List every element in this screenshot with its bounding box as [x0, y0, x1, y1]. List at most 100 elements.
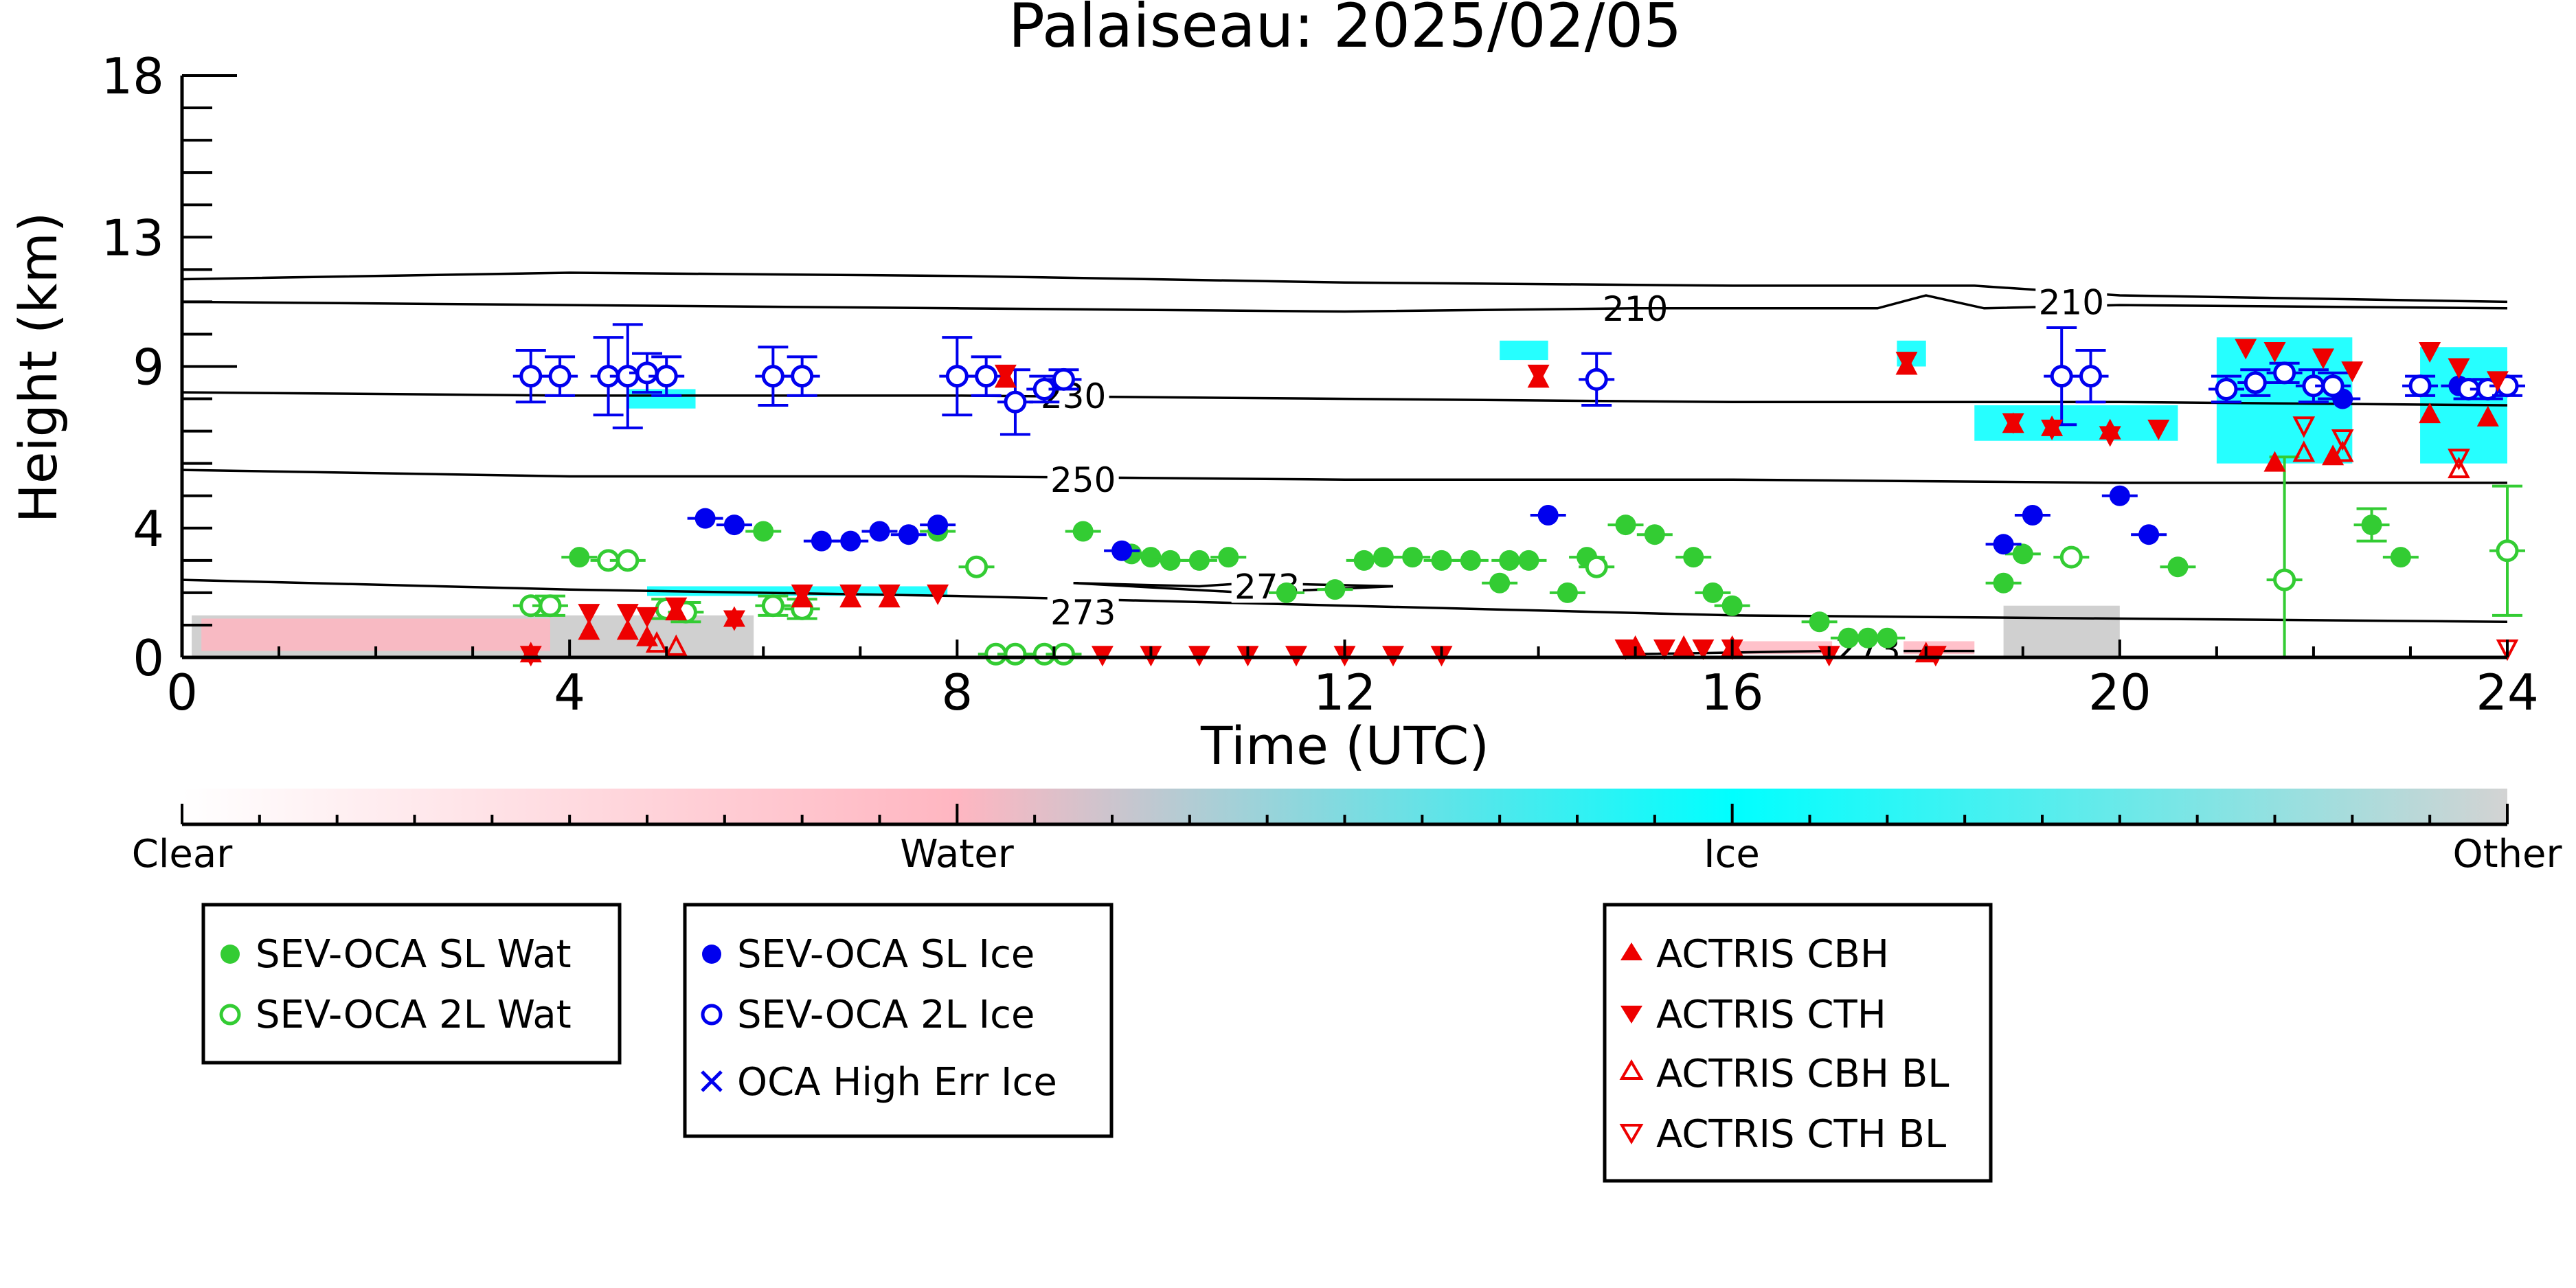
- legend-marker-2l-ice: [701, 1004, 723, 1026]
- data-point: [2361, 515, 2382, 536]
- legend-label-cbh: ACTRIS CBH: [1656, 932, 1889, 977]
- data-point: [636, 607, 658, 628]
- data-point: [753, 521, 774, 542]
- contour-label-bg: [1047, 460, 1119, 497]
- chart-title: Palaiseau: 2025/02/05: [1008, 0, 1682, 61]
- x-tick-label: 24: [2476, 664, 2539, 721]
- data-point: [1527, 364, 1550, 385]
- legend-marker-cth-bl: [1619, 1124, 1644, 1144]
- data-point: [635, 361, 659, 385]
- y-tick-label: 4: [133, 500, 164, 558]
- legend-label-cth: ACTRIS CTH: [1656, 993, 1886, 1037]
- legend-marker-cbh-bl: [1619, 1059, 1644, 1080]
- data-point: [2147, 419, 2170, 440]
- contour-line-210: [182, 294, 2507, 313]
- data-point: [1004, 642, 1027, 666]
- data-point: [1692, 639, 1715, 660]
- data-point: [1140, 547, 1162, 568]
- data-point: [1372, 547, 1394, 568]
- data-point: [1218, 547, 1239, 568]
- data-point: [975, 365, 998, 388]
- data-point: [898, 524, 919, 545]
- data-point: [1160, 550, 1181, 571]
- data-point: [945, 365, 969, 388]
- data-point: [539, 594, 562, 618]
- colorbar-label-ice: Ice: [1704, 832, 1760, 877]
- data-point: [1518, 550, 1539, 571]
- contour-line-273: [182, 578, 2507, 623]
- data-point: [869, 521, 890, 542]
- region-ice: [2216, 337, 2353, 464]
- data-point: [1721, 595, 1743, 616]
- data-point: [2215, 377, 2238, 400]
- data-point: [927, 584, 949, 605]
- legend-label-sl-wat: SEV-OCA SL Wat: [256, 932, 572, 977]
- x-tick-label: 16: [1701, 664, 1764, 721]
- series-sev-oca-2l-wat: [512, 455, 2525, 666]
- data-point: [1838, 627, 1859, 648]
- data-point: [1276, 582, 1297, 603]
- data-point: [2235, 339, 2257, 360]
- contour-label-210: 210: [2039, 282, 2104, 322]
- data-point: [2448, 456, 2470, 479]
- data-point: [2167, 556, 2189, 578]
- data-point: [2448, 358, 2470, 379]
- data-point: [2390, 547, 2411, 568]
- colorbar-label-clear: Clear: [132, 832, 233, 877]
- data-point: [519, 365, 543, 388]
- error-bar: [2269, 455, 2300, 659]
- contour-label-bg: [1047, 593, 1119, 629]
- data-point: [1499, 550, 1520, 571]
- data-point: [694, 508, 716, 529]
- legend-box-water: SEV-OCA SL Wat SEV-OCA 2L Wat: [201, 903, 622, 1065]
- data-point: [2419, 403, 2441, 424]
- data-point: [2079, 365, 2103, 388]
- region-water: [201, 618, 550, 651]
- legend-marker-cth: [1620, 1006, 1642, 1024]
- data-point: [2263, 341, 2286, 363]
- data-point: [1111, 540, 1133, 561]
- contour-line-250: [182, 468, 2507, 484]
- legend-marker-sl-wat: [221, 945, 240, 964]
- data-point: [1537, 504, 1559, 526]
- data-point: [1673, 635, 1695, 656]
- data-point: [927, 515, 949, 536]
- data-point: [2486, 371, 2509, 392]
- data-point: [616, 604, 639, 625]
- data-point: [665, 597, 688, 618]
- data-point: [840, 530, 861, 552]
- data-point: [1557, 582, 1578, 603]
- data-point: [1683, 547, 1704, 568]
- data-point: [616, 549, 640, 572]
- y-ticks: 0 4 9 13 18: [101, 47, 237, 687]
- data-point: [578, 619, 600, 640]
- data-point: [1702, 582, 1724, 603]
- data-point: [1460, 550, 1481, 571]
- colorbar-label-other: Other: [2452, 832, 2562, 877]
- data-point: [1324, 579, 1346, 600]
- contour-line-210: [182, 271, 2507, 304]
- legend-box-ice: SEV-OCA SL Ice SEV-OCA 2L Ice OCA High E…: [683, 903, 1114, 1138]
- marker-layer: [512, 323, 2525, 667]
- colorbar-ticks: [181, 804, 2509, 824]
- data-point: [761, 594, 784, 618]
- data-point: [791, 584, 813, 605]
- legend-marker-2l-wat: [219, 1004, 241, 1026]
- x-axis-label: Time (UTC): [1200, 715, 1489, 776]
- x-tick-label: 20: [2088, 664, 2151, 721]
- data-point: [655, 365, 678, 388]
- data-point: [1993, 534, 2014, 555]
- data-point: [569, 547, 590, 568]
- data-point: [2022, 504, 2043, 526]
- data-point: [1052, 642, 1075, 666]
- data-point: [791, 365, 814, 388]
- region-other: [2003, 605, 2120, 657]
- data-point: [2408, 374, 2432, 398]
- data-point: [616, 365, 640, 388]
- legend-label-cth-bl: ACTRIS CTH BL: [1656, 1112, 1946, 1157]
- colorbar: Clear Water Ice Other: [132, 789, 2562, 877]
- data-point: [1895, 352, 1918, 373]
- legend-box-actris: ACTRIS CBH ACTRIS CTH ACTRIS CBH BL ACTR…: [1603, 903, 1993, 1183]
- data-point: [2331, 440, 2354, 462]
- data-point: [1489, 572, 1511, 594]
